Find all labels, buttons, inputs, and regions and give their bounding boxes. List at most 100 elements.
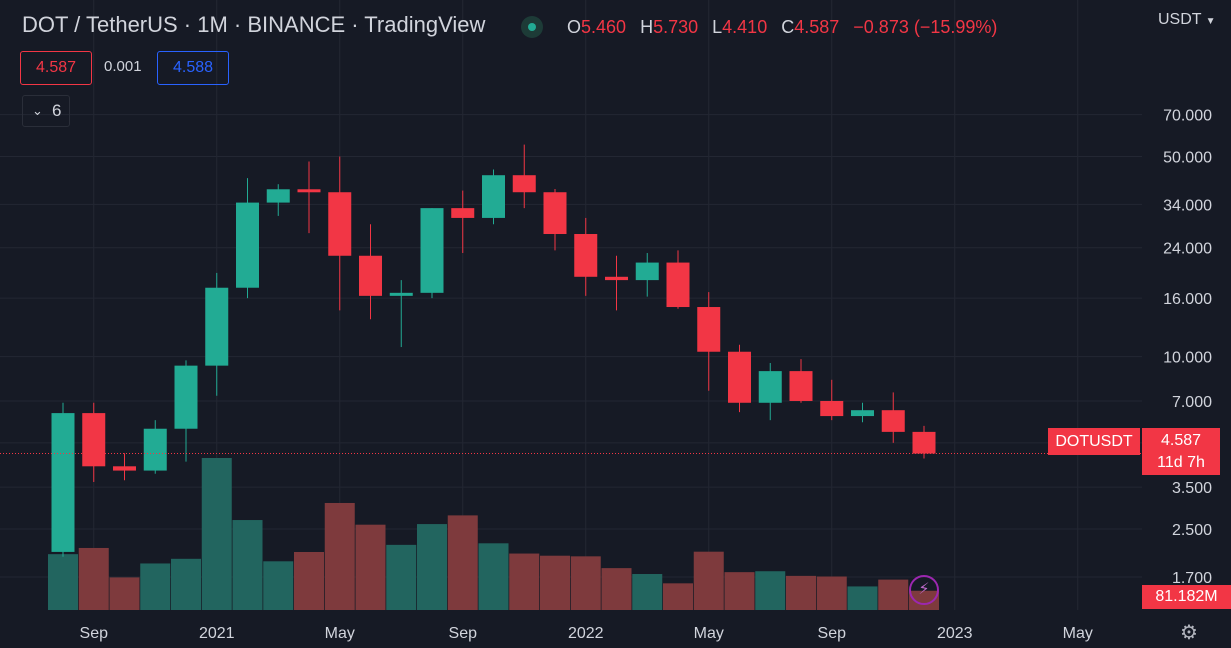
open-key: O — [567, 17, 582, 37]
volume-bar — [78, 547, 109, 610]
candle-body — [697, 307, 721, 352]
chevron-down-icon: ⌄ — [32, 103, 43, 118]
candle-body — [881, 410, 905, 432]
volume-bar — [355, 524, 386, 610]
candlesticks — [51, 144, 936, 557]
candle-body — [389, 292, 413, 296]
candle — [205, 272, 229, 396]
candle-body — [512, 175, 536, 193]
volume-label: 81.182M — [1142, 585, 1231, 609]
candle — [143, 420, 167, 474]
volume-bar — [109, 577, 140, 610]
candle — [574, 217, 598, 296]
chart-title: DOT / TetherUS · 1M · BINANCE · TradingV… — [22, 12, 486, 37]
volume-bar — [447, 515, 478, 610]
close-key: C — [781, 17, 795, 37]
volume-bar — [201, 458, 232, 610]
indicators-toggle-button[interactable]: ⌄ 6 — [22, 95, 70, 127]
symbol-label: DOTUSDT — [1048, 428, 1140, 455]
candle — [359, 224, 382, 320]
candle-body — [113, 466, 136, 471]
x-tick-label: 2021 — [199, 625, 235, 642]
currency-selector[interactable]: USDT ▼ — [1158, 11, 1215, 29]
candle — [666, 250, 690, 309]
bar-countdown: 11d 7h — [1157, 454, 1205, 471]
candle — [789, 359, 813, 403]
currency-label: USDT — [1158, 11, 1202, 28]
volume-bar — [232, 520, 263, 610]
candle — [389, 280, 413, 348]
candle — [820, 379, 844, 421]
volume-bar — [847, 586, 878, 610]
candle-body — [728, 351, 751, 403]
lightning-icon[interactable]: ⚡︎ — [909, 575, 939, 605]
volume-bar — [140, 563, 171, 610]
candle-body — [851, 410, 874, 417]
volume-bar — [786, 575, 816, 610]
x-tick-label: 2022 — [568, 625, 604, 642]
volume-bar — [570, 556, 601, 610]
volume-bar — [509, 553, 540, 610]
y-tick-label: 34.000 — [1163, 197, 1212, 214]
candle-body — [143, 428, 167, 471]
candle-body — [297, 189, 321, 193]
sell-button[interactable]: 4.587 — [20, 51, 92, 85]
caret-down-icon: ▼ — [1205, 16, 1216, 27]
open-value: 5.460 — [581, 17, 627, 37]
indicators-count: 6 — [52, 101, 62, 120]
candle-body — [605, 276, 628, 281]
x-tick-label: May — [1063, 625, 1093, 642]
y-tick-label: 50.000 — [1163, 149, 1212, 166]
grid-lines — [0, 0, 1142, 610]
low-key: L — [712, 17, 723, 37]
volume-bar — [417, 524, 447, 610]
gear-icon[interactable]: ⚙︎ — [1180, 622, 1198, 644]
volume-bar — [632, 574, 663, 610]
candle — [51, 402, 75, 557]
buy-button[interactable]: 4.588 — [157, 51, 229, 85]
candle-body — [359, 255, 382, 296]
candle-body — [266, 189, 290, 203]
candle — [328, 156, 352, 311]
ohlc-readout: O5.460 H5.730 L4.410 C4.587 −0.873 (−15.… — [567, 17, 997, 38]
candle-body — [635, 262, 659, 281]
volume-bar — [386, 544, 417, 610]
candle-body — [236, 202, 259, 288]
high-key: H — [640, 17, 654, 37]
x-tick-label: May — [694, 625, 724, 642]
volume-bar — [693, 551, 724, 610]
spread-value: 0.001 — [104, 58, 142, 75]
low-value: 4.410 — [722, 17, 768, 37]
candle — [297, 161, 321, 234]
candle — [174, 360, 198, 462]
x-tick-label: Sep — [449, 625, 478, 642]
candle-body — [574, 234, 598, 277]
change-value: −0.873 (−15.99%) — [853, 17, 998, 37]
volume-bar — [263, 561, 294, 610]
candle-body — [82, 413, 106, 467]
candle — [420, 208, 444, 299]
candle-body — [482, 175, 505, 218]
candle — [635, 253, 659, 297]
price-axis: 70.000 50.000 34.000 24.000 16.000 10.000 7.00… — [1163, 108, 1212, 587]
candle — [512, 144, 536, 209]
volume-bar — [816, 576, 847, 610]
candle-body — [174, 365, 198, 429]
candle — [451, 190, 475, 254]
candle — [236, 178, 259, 299]
candle — [697, 292, 721, 391]
candle-body — [543, 192, 567, 235]
candle-body — [912, 431, 936, 454]
volume-bar — [724, 572, 755, 610]
volume-bar — [601, 568, 632, 610]
x-tick-label: Sep — [80, 625, 109, 642]
candle — [543, 188, 567, 251]
last-price-label: 4.587 11d 7h — [1142, 428, 1220, 475]
candle — [912, 425, 936, 459]
y-tick-label: 2.500 — [1172, 522, 1212, 539]
y-tick-label: 24.000 — [1163, 241, 1212, 258]
y-tick-label: 10.000 — [1163, 350, 1212, 367]
x-tick-label: 2023 — [937, 625, 973, 642]
volume-bar — [663, 583, 693, 610]
